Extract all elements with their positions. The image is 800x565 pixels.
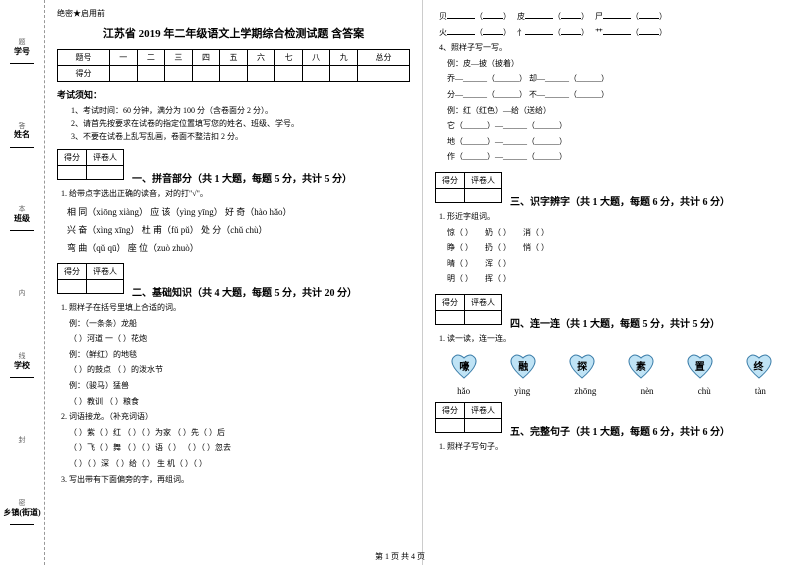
q-line: （ ）飞（ ）舞 （ ）（ ）语（ ） （ ）（ ）忽去	[69, 441, 410, 455]
section-scorebox: 得分评卷人	[57, 149, 124, 180]
q-line: （ ）（ ）深 （ ）给（ ） 生 机（ ）（ ）	[69, 457, 410, 471]
page-footer: 第 1 页 共 4 页	[0, 551, 800, 562]
sidebar-item: 密乡镇(街道)	[3, 498, 40, 528]
sidebar-item: 内	[19, 288, 26, 298]
notice-item: 3、不要在试卷上乱写乱画，卷面不整洁扣 2 分。	[71, 131, 410, 144]
score-table: 题号一二三四五六七八九总分 得分	[57, 49, 410, 82]
sec1-q1: 1. 给带点字选出正确的读音，对的打"√"。	[61, 187, 410, 201]
sec3-q1: 1. 形近字组词。	[439, 210, 788, 224]
pair-row: 惊（ ） 奶（ ） 消（ ）	[447, 226, 788, 240]
sec5-q1: 1. 照样子写句子。	[439, 440, 788, 454]
section-scorebox: 得分评卷人	[57, 263, 124, 294]
notice-list: 1、考试时间：60 分钟，满分为 100 分（含卷面分 2 分）。 2、请首先按…	[57, 105, 410, 143]
pinyin-line: 弯 曲（qǔ qū） 座 位（zuò zhuò）	[67, 239, 410, 257]
section-scorebox: 得分评卷人	[435, 172, 502, 203]
section1-title: 一、拼音部分（共 1 大题，每题 5 分，共计 5 分）	[132, 174, 352, 185]
radical-row: 火（） 忄（） 艹（）	[439, 26, 788, 40]
heart-icon: 探	[565, 352, 599, 380]
q-line: （ ）教训 （ ）粮食	[69, 395, 410, 409]
sidebar-item: 本班级	[10, 204, 34, 234]
heart-icon: 融	[506, 352, 540, 380]
right-column: 贝（） 皮（） 尸（） 火（） 忄（） 艹（） 4、照样子写一写。 例：皮—披（…	[423, 0, 800, 565]
q-line: （ ）的鼓点 （ ）的泼水节	[69, 363, 410, 377]
sec2-q3: 3. 写出带有下面偏旁的字，再组词。	[61, 473, 410, 487]
sidebar-item: 封	[19, 435, 26, 445]
notice-item: 2、请首先按要求在试卷的指定位置填写您的姓名、班级、学号。	[71, 118, 410, 131]
pinyin-line: 相 同（xiōng xiàng） 应 该（yìng yīng） 好 奇（hào …	[67, 203, 410, 221]
pinyin-line: 兴 奋（xìng xīng） 杜 甫（fǔ pǔ） 处 分（chǔ chù）	[67, 221, 410, 239]
sidebar-item: 线学校	[10, 351, 34, 381]
q-line: 例：（骏马）猛兽	[69, 379, 410, 393]
sec2-q2: 2. 词语接龙。（补充词语）	[61, 410, 410, 424]
sec2-q1: 1. 照样子在括号里填上合适的词。	[61, 301, 410, 315]
secret-label: 绝密★启用前	[57, 8, 410, 19]
q-line: 乔—______（______） 却—______（______）	[447, 72, 788, 86]
q-line: 作（______）—______（______）	[447, 150, 788, 164]
exam-title: 江苏省 2019 年二年级语文上学期综合检测试题 含答案	[57, 25, 410, 41]
heart-row: 嚎 融 探 素 置 终	[435, 352, 788, 380]
q-line: 例：红（红色）—给（送给）	[447, 104, 788, 118]
q-line: （ ）河道 一（ ）花炮	[69, 332, 410, 346]
section-scorebox: 得分评卷人	[435, 294, 502, 325]
binding-sidebar: 题学号 答姓名 本班级 内 线学校 封 密乡镇(街道)	[0, 0, 45, 565]
q-line: 例：皮—披（披着）	[447, 57, 788, 71]
pinyin-row: hǎoyìngzhōngnènchùtàn	[435, 386, 788, 396]
pair-row: 晴（ ） 浑（ ）	[447, 257, 788, 271]
q-line: 分—______（______） 不—______（______）	[447, 88, 788, 102]
q-line: 它（______）—______（______）	[447, 119, 788, 133]
sidebar-item: 题学号	[10, 37, 34, 67]
left-column: 绝密★启用前 江苏省 2019 年二年级语文上学期综合检测试题 含答案 题号一二…	[45, 0, 423, 565]
heart-icon: 素	[624, 352, 658, 380]
sec4-q1: 1. 读一读，连一连。	[439, 332, 788, 346]
sec2-q4: 4、照样子写一写。	[439, 41, 788, 55]
section4-title: 四、连一连（共 1 大题，每题 5 分，共计 5 分）	[510, 319, 720, 330]
section5-title: 五、完整句子（共 1 大题，每题 6 分，共计 6 分）	[510, 427, 730, 438]
section2-title: 二、基础知识（共 4 大题，每题 5 分，共计 20 分）	[132, 288, 357, 299]
notice-item: 1、考试时间：60 分钟，满分为 100 分（含卷面分 2 分）。	[71, 105, 410, 118]
q-line: 例：（鲜红）的地毯	[69, 348, 410, 362]
section3-title: 三、识字辨字（共 1 大题，每题 6 分，共计 6 分）	[510, 197, 730, 208]
pair-row: 睁（ ） 扔（ ） 悄（ ）	[447, 241, 788, 255]
notice-heading: 考试须知：	[57, 88, 410, 101]
sidebar-item: 答姓名	[10, 121, 34, 151]
q-line: 例：（一条条）龙船	[69, 317, 410, 331]
pair-row: 明（ ） 挥（ ）	[447, 272, 788, 286]
heart-icon: 终	[742, 352, 776, 380]
heart-icon: 嚎	[447, 352, 481, 380]
heart-icon: 置	[683, 352, 717, 380]
q-line: （ ）紫（ ）红 （ ）（ ）为家 （ ）先（ ）后	[69, 426, 410, 440]
radical-row: 贝（） 皮（） 尸（）	[439, 10, 788, 24]
section-scorebox: 得分评卷人	[435, 402, 502, 433]
q-line: 地（______）—______（______）	[447, 135, 788, 149]
